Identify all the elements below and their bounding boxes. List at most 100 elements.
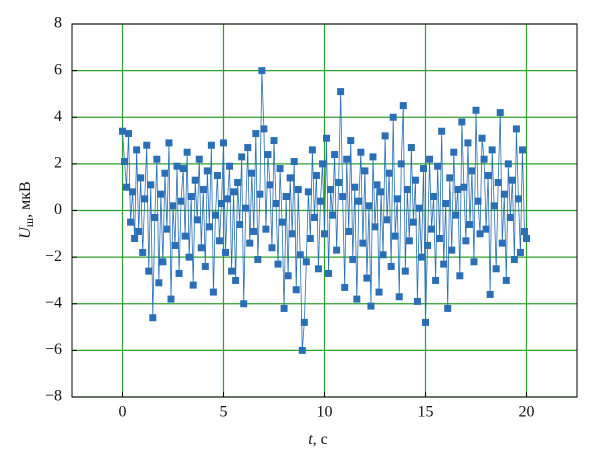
data-point: [335, 179, 343, 187]
data-point: [419, 165, 427, 173]
data-point: [226, 162, 234, 170]
data-point: [456, 272, 464, 280]
data-point: [345, 227, 353, 235]
data-point: [428, 225, 436, 233]
data-point: [280, 304, 288, 312]
data-point: [333, 246, 341, 254]
data-point: [494, 179, 502, 187]
data-point: [316, 197, 324, 205]
data-point: [189, 281, 197, 289]
data-point: [341, 283, 349, 291]
data-point: [464, 139, 472, 147]
data-point: [286, 174, 294, 182]
data-point: [413, 297, 421, 305]
data-point: [327, 186, 335, 194]
data-point: [405, 237, 413, 245]
x-tick-label: 0: [119, 404, 127, 421]
data-point: [232, 276, 240, 284]
data-point: [121, 158, 129, 166]
data-point: [298, 346, 306, 354]
data-point: [153, 155, 161, 163]
y-tick-label: 4: [54, 108, 62, 125]
data-point: [518, 146, 526, 154]
data-point: [183, 148, 191, 156]
data-point: [337, 88, 345, 96]
data-point: [234, 179, 242, 187]
data-point: [476, 230, 484, 238]
data-point: [173, 162, 181, 170]
data-point: [159, 258, 167, 266]
data-point: [199, 186, 207, 194]
data-point: [185, 253, 193, 261]
x-label-symbol: t: [308, 431, 313, 448]
data-point: [523, 234, 530, 242]
data-point: [175, 269, 183, 277]
data-point: [300, 318, 308, 326]
data-point: [508, 176, 516, 184]
data-point: [197, 244, 205, 252]
data-point: [377, 188, 385, 196]
y-tick-label: 0: [54, 201, 62, 218]
data-point: [123, 183, 131, 191]
data-point: [163, 225, 171, 233]
data-point: [367, 302, 375, 310]
data-point: [442, 200, 450, 208]
data-point: [250, 227, 258, 235]
data-point: [213, 172, 221, 180]
data-point: [478, 134, 486, 142]
data-point: [512, 125, 520, 133]
data-point: [424, 241, 432, 249]
data-point: [329, 211, 337, 219]
data-point: [383, 216, 391, 224]
data-point: [312, 172, 320, 180]
data-point: [379, 251, 387, 259]
data-point: [209, 288, 217, 296]
data-point: [278, 218, 286, 226]
data-point: [514, 195, 522, 203]
data-point: [217, 200, 225, 208]
data-point: [458, 118, 466, 126]
data-point: [165, 139, 173, 147]
data-point: [157, 190, 165, 198]
data-point: [472, 106, 480, 114]
data-point: [211, 211, 219, 219]
data-point: [434, 162, 442, 170]
data-point: [450, 148, 458, 156]
data-point: [268, 244, 276, 252]
data-point: [254, 255, 262, 263]
data-point: [438, 127, 446, 135]
data-point: [129, 188, 137, 196]
data-point: [314, 265, 322, 273]
data-point: [387, 262, 395, 270]
data-point: [510, 255, 518, 263]
data-point: [143, 141, 151, 149]
data-point: [516, 248, 524, 256]
data-point: [432, 276, 440, 284]
data-point: [321, 230, 328, 238]
data-point: [306, 234, 314, 242]
data-point: [484, 172, 492, 180]
data-point: [466, 220, 474, 228]
data-point: [187, 193, 195, 201]
data-point: [266, 181, 274, 189]
data-point: [276, 165, 284, 173]
data-point: [246, 239, 254, 247]
data-point: [498, 239, 506, 247]
data-point: [318, 160, 326, 168]
data-point: [339, 193, 347, 201]
data-point: [181, 232, 189, 240]
y-tick-label: 6: [54, 61, 62, 78]
data-point: [296, 251, 304, 259]
data-point: [417, 253, 425, 261]
data-point: [288, 230, 296, 238]
data-point: [193, 216, 201, 224]
data-point: [137, 174, 145, 182]
data-point: [155, 279, 163, 287]
data-point: [308, 146, 316, 154]
data-point: [222, 248, 230, 256]
y-tick-label: 2: [54, 155, 62, 172]
y-tick-label: 8: [54, 15, 62, 32]
data-point: [422, 318, 429, 326]
data-point: [131, 234, 139, 242]
data-point: [236, 220, 244, 228]
